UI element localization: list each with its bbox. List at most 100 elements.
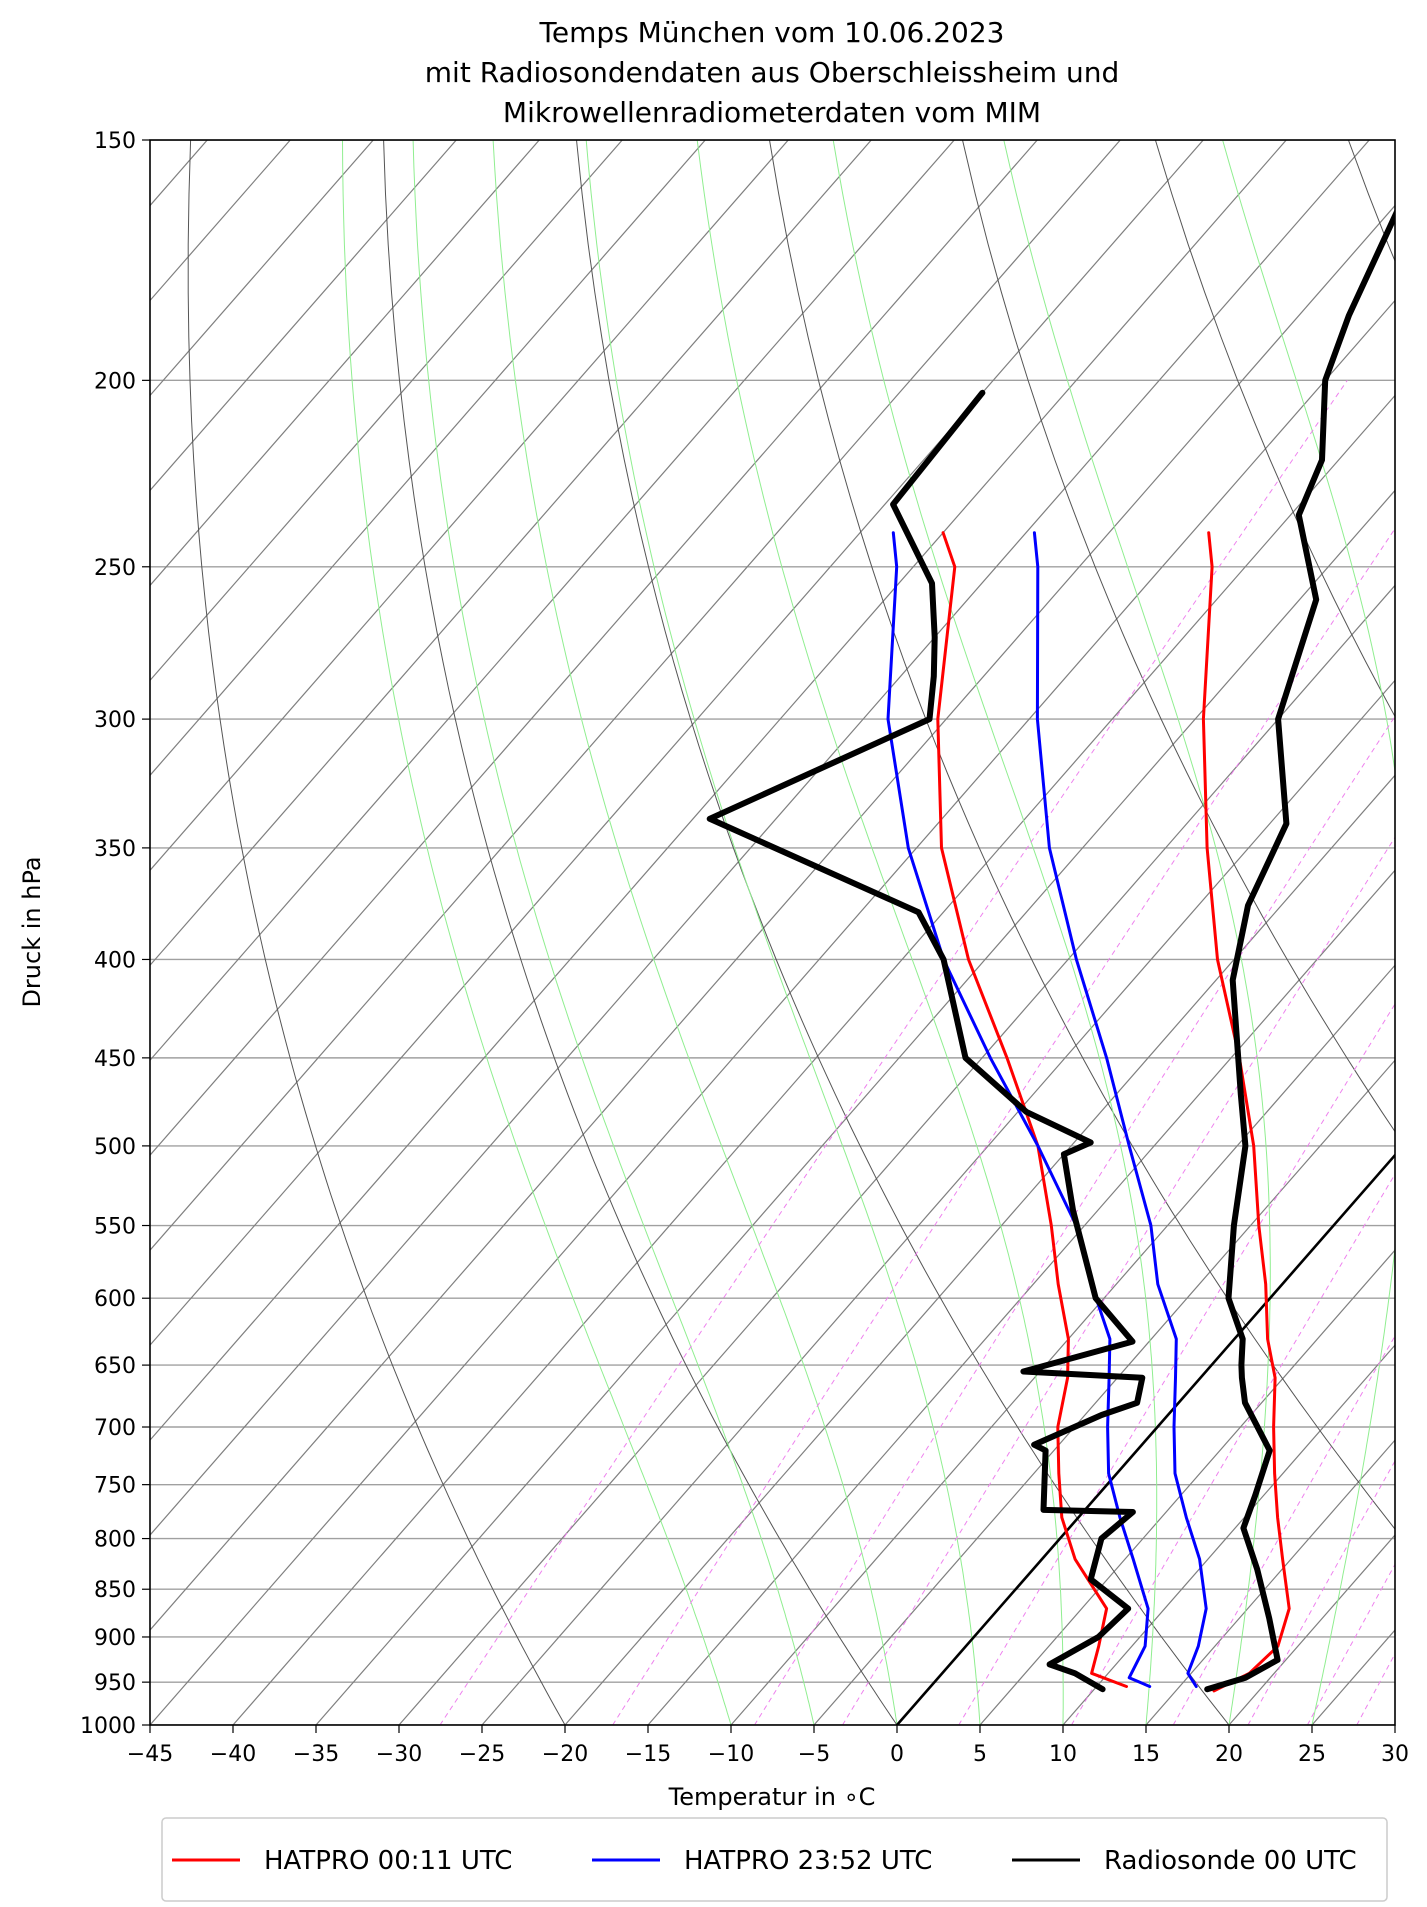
legend-frame: [161, 1817, 1388, 1902]
plot-frame: [149, 139, 1396, 1726]
dry-adiabat-line: [383, 140, 898, 1725]
background-lines: [150, 140, 1427, 1725]
dry-adiabat-line: [1347, 140, 1395, 263]
isotherm-line: [150, 140, 872, 967]
moist-adiabat-line: [832, 140, 1158, 1725]
x-axis-label: Temperatur in ∘C: [668, 1783, 876, 1811]
isotherm-line: [150, 204, 1395, 1631]
moist-adiabat-line: [1394, 1723, 1395, 1725]
y-tick-label: 650: [94, 1354, 136, 1379]
series-2-dewpoint-line: [706, 389, 1146, 1693]
x-tick-label: −15: [625, 1742, 671, 1767]
isotherm-line: [1145, 1439, 1395, 1725]
x-tick-label: 15: [1132, 1742, 1160, 1767]
y-tick-label: 200: [94, 369, 136, 394]
y-tick-label: 900: [94, 1626, 136, 1651]
x-tick-label: −25: [459, 1742, 505, 1767]
series-0-temperature-line: [1201, 531, 1291, 1693]
isotherm-line: [150, 140, 540, 587]
chart-title-line-3: Mikrowellenradiometerdaten vom MIM: [503, 96, 1041, 129]
isotherm-line: [1062, 1344, 1395, 1725]
mixing-ratio-line: [1071, 1173, 1395, 1725]
isotherm-line: [979, 1249, 1395, 1725]
y-tick-label: 800: [94, 1528, 136, 1553]
moist-adiabat-line: [342, 140, 732, 1725]
dry-adiabat-line: [1154, 140, 1395, 718]
legend-label-radiosonde: Radiosonde 00 UTC: [1104, 1846, 1357, 1876]
mixing-ratio-line: [612, 527, 1395, 1725]
y-tick-label: 500: [94, 1135, 136, 1160]
x-axis-ticks: −45 −40 −35 −30 −25 −20 −15 −10 −5 0 5 10 15 20 25 30: [127, 1725, 1409, 1767]
isotherm-line: [647, 869, 1395, 1725]
isotherm-line: [730, 964, 1395, 1725]
x-tick-label: 20: [1215, 1742, 1243, 1767]
moist-adiabat-line: [492, 140, 898, 1725]
series-1-dewpoint-line: [886, 531, 1152, 1688]
isotherm-line: [150, 140, 1287, 1442]
y-tick-label: 300: [94, 708, 136, 733]
y-tick-label: 400: [94, 948, 136, 973]
mixing-ratio-line: [1399, 380, 1427, 1725]
series-0-dewpoint-line: [936, 531, 1128, 1688]
y-tick-label: 1000: [80, 1714, 136, 1739]
dry-adiabat-line: [769, 140, 1395, 1530]
x-tick-label: 30: [1381, 1742, 1409, 1767]
dry-adiabat-line: [576, 140, 1230, 1725]
isotherm-line: [398, 584, 1395, 1725]
y-tick-label: 750: [94, 1474, 136, 1499]
series-1-temperature-line: [1032, 531, 1208, 1688]
x-tick-label: −5: [798, 1742, 830, 1767]
isotherm-line: [232, 394, 1395, 1725]
x-tick-label: −10: [708, 1742, 754, 1767]
moist-adiabat-line: [412, 140, 815, 1725]
dry-adiabat-line: [962, 140, 1395, 1133]
isotherm-line: [150, 140, 1370, 1536]
y-axis-label: Druck in hPa: [18, 856, 46, 1007]
y-axis-ticks: 150 200 250 300 350 400 450 500 550 600 650 700 750 8…: [80, 129, 150, 1739]
y-tick-label: 850: [94, 1578, 136, 1603]
isotherm-line: [150, 140, 789, 872]
x-tick-label: −20: [542, 1742, 588, 1767]
isotherm-line: [150, 140, 1121, 1252]
x-tick-label: −40: [210, 1742, 256, 1767]
legend: HATPRO 00:11 UTC HATPRO 23:52 UTC Radios…: [161, 1817, 1388, 1902]
y-tick-label: 450: [94, 1047, 136, 1072]
isotherm-line: [150, 140, 955, 1062]
mixing-ratio-line: [1247, 1460, 1395, 1725]
moist-adiabat-line: [585, 140, 981, 1725]
isotherm-line: [481, 679, 1395, 1725]
isotherm-line: [150, 140, 706, 777]
chart-title-line-1: Temps München vom 10.06.2023: [539, 16, 1005, 49]
series-2-temperature-line: [1204, 208, 1395, 1693]
moist-adiabat-line: [1222, 140, 1395, 1725]
chart-title-line-2: mit Radiosondendaten aus Oberschleisshei…: [425, 56, 1119, 89]
mixing-ratio-line: [958, 1003, 1395, 1725]
x-tick-label: −30: [376, 1742, 422, 1767]
x-tick-label: 0: [890, 1742, 904, 1767]
mixing-ratio-line: [1172, 1335, 1395, 1725]
dry-adiabat-line: [187, 140, 566, 1725]
isotherm-line: [150, 140, 1204, 1347]
isotherm-line: [150, 140, 374, 397]
y-tick-label: 950: [94, 1671, 136, 1696]
y-tick-label: 700: [94, 1416, 136, 1441]
isotherm-line: [150, 140, 1038, 1157]
zero-degree-isotherm: [896, 1153, 1395, 1725]
isotherm-line: [1394, 1724, 1395, 1725]
isotherm-line: [564, 774, 1395, 1725]
legend-label-hatpro-0011: HATPRO 00:11 UTC: [264, 1846, 512, 1876]
series-lines: [706, 208, 1395, 1693]
y-tick-label: 250: [94, 556, 136, 581]
x-tick-label: 25: [1298, 1742, 1326, 1767]
x-tick-label: 10: [1049, 1742, 1077, 1767]
isotherm-line: [150, 140, 623, 682]
x-tick-label: −35: [293, 1742, 339, 1767]
y-tick-label: 550: [94, 1215, 136, 1240]
y-tick-label: 150: [94, 129, 136, 154]
moist-adiabat-line: [696, 140, 1064, 1725]
y-tick-label: 600: [94, 1287, 136, 1312]
mixing-ratio-line: [1356, 1652, 1395, 1725]
x-tick-label: −45: [127, 1742, 173, 1767]
